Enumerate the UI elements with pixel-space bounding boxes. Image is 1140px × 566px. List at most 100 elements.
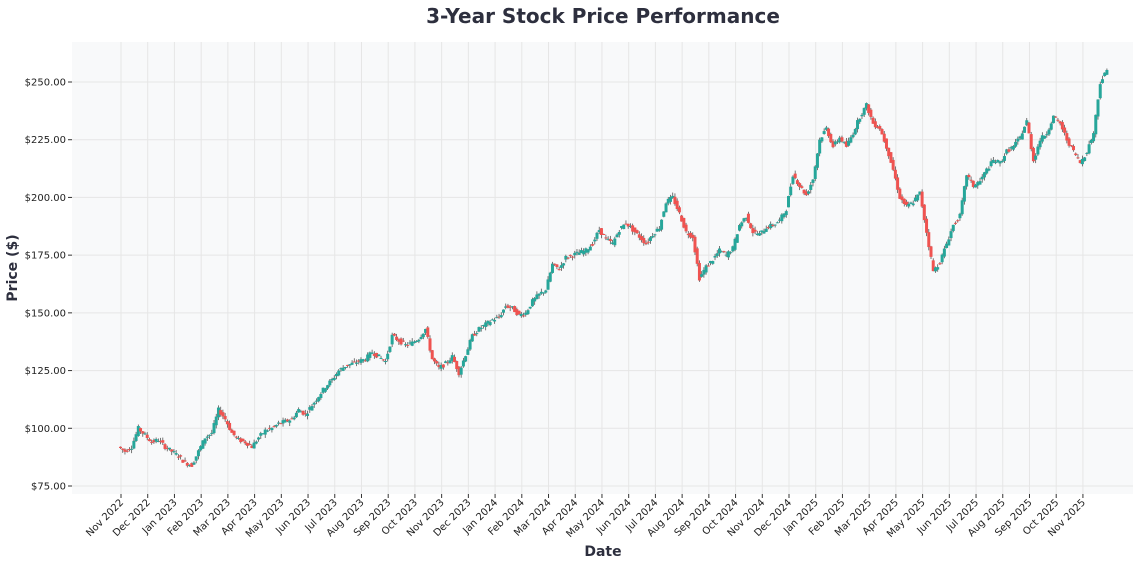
candle-body	[283, 419, 287, 423]
candle-body	[499, 315, 503, 318]
candle-down	[181, 459, 185, 463]
candle-up	[261, 433, 265, 435]
candle-body	[415, 340, 419, 342]
candle-body	[134, 434, 138, 441]
candle-body	[559, 265, 563, 268]
candle-body	[599, 228, 603, 235]
candle-body	[515, 309, 519, 316]
candle-body	[1002, 156, 1006, 161]
candle-down	[553, 263, 557, 267]
candle-down	[624, 220, 628, 225]
candle-body	[359, 359, 363, 363]
candle-body	[769, 223, 773, 229]
candle-up	[412, 340, 416, 344]
candle-up	[717, 245, 721, 257]
candle-up	[704, 264, 708, 275]
candle-body	[1072, 146, 1076, 151]
candle-down	[771, 223, 775, 228]
candle-up	[911, 200, 915, 207]
candle-up	[479, 325, 483, 332]
candle-body	[891, 159, 895, 170]
candle-body	[744, 217, 748, 219]
candle-body	[835, 141, 839, 143]
candle-up	[726, 250, 730, 261]
candle-down	[931, 258, 935, 272]
candle-down	[147, 437, 151, 442]
candle-body	[199, 446, 203, 451]
candle-body	[159, 440, 163, 442]
candle-up	[1049, 121, 1053, 131]
candle-up	[660, 219, 664, 232]
candle-body	[974, 184, 978, 188]
candle-down	[165, 445, 169, 452]
candle-body	[782, 213, 786, 218]
candle-body	[655, 228, 659, 232]
candle-body	[390, 334, 394, 345]
candle-body	[778, 219, 782, 221]
candle-body	[809, 184, 813, 190]
candle-body	[804, 191, 808, 196]
candle-body	[664, 203, 668, 213]
candle-body	[450, 355, 454, 361]
candle-down	[682, 217, 686, 229]
candle-up	[328, 379, 332, 388]
candle-body	[1036, 146, 1040, 155]
candle-body	[911, 203, 915, 206]
candle-body	[228, 422, 232, 430]
candle-body	[292, 417, 296, 420]
candle-body	[225, 421, 229, 425]
candle-body	[577, 252, 581, 255]
candle-body	[457, 366, 461, 376]
candle-body	[152, 440, 156, 443]
candle-up	[361, 358, 365, 363]
candle-down	[127, 447, 131, 452]
candle-up	[459, 366, 463, 378]
candle-down	[303, 409, 307, 417]
candle-up	[982, 171, 986, 181]
candle-body	[546, 279, 550, 290]
candle-up	[350, 360, 354, 366]
candle-body	[742, 218, 746, 222]
candle-down	[608, 235, 612, 245]
candle-up	[339, 367, 343, 372]
candle-down	[123, 448, 127, 455]
candle-down	[446, 360, 450, 366]
candle-body	[566, 257, 570, 259]
candle-down	[435, 359, 439, 366]
candle-body	[257, 437, 261, 440]
candle-up	[208, 434, 212, 439]
candle-body	[1105, 69, 1109, 75]
candle-body	[615, 234, 619, 238]
candle-body	[1063, 127, 1067, 133]
candle-body	[851, 134, 855, 138]
candle-body	[802, 189, 806, 194]
candle-up	[980, 174, 984, 183]
candle-body	[637, 234, 641, 238]
candle-up	[575, 249, 579, 256]
candle-up	[864, 102, 868, 111]
candle-body	[573, 252, 577, 256]
candle-body	[477, 327, 481, 332]
candle-body	[432, 358, 436, 362]
candle-down	[1072, 144, 1076, 152]
candle-body	[880, 129, 884, 135]
candle-up	[167, 447, 171, 451]
candle-body	[878, 126, 882, 130]
candle-down	[878, 124, 882, 131]
candle-body	[893, 169, 897, 179]
candle-body	[680, 215, 684, 222]
candle-body	[165, 448, 169, 450]
candle-body	[459, 367, 463, 375]
candle-up	[370, 349, 374, 355]
candle-down	[228, 420, 232, 431]
candle-body	[898, 188, 902, 199]
candle-down	[190, 462, 194, 467]
candle-down	[882, 130, 886, 143]
candle-body	[597, 230, 601, 233]
candle-body	[593, 239, 597, 242]
candle-body	[978, 181, 982, 185]
candle-body	[740, 222, 744, 227]
candle-down	[746, 211, 750, 224]
candle-down	[604, 234, 608, 241]
candle-body	[268, 427, 272, 429]
